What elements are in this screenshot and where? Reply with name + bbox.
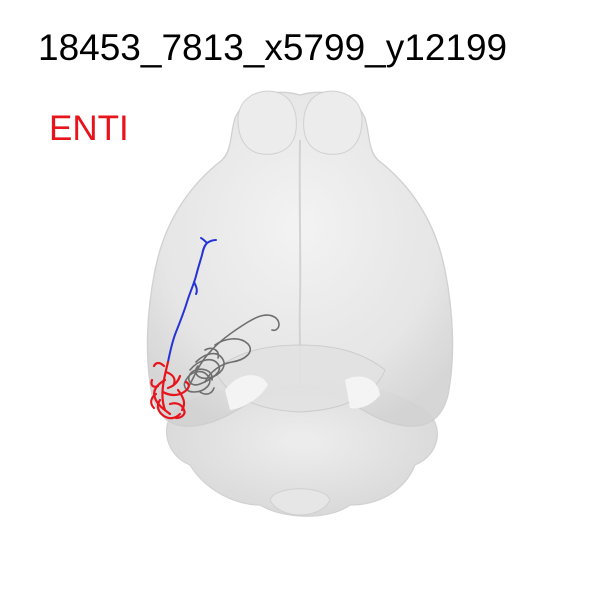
brainstem-shape	[269, 488, 331, 516]
red-branch-1	[153, 378, 172, 416]
neuron-blue-axon	[167, 237, 217, 363]
neuron-gray-arbor	[183, 314, 280, 395]
red-branch-7	[152, 361, 182, 390]
cerebellar-lobe-left	[225, 375, 268, 410]
gray-tangle-1	[188, 358, 221, 386]
gray-tangle-2	[194, 352, 225, 380]
red-branch-3	[156, 398, 182, 420]
gray-tangle-4	[199, 347, 220, 395]
blue-axon-main	[167, 242, 208, 363]
red-branch-5	[168, 402, 186, 420]
red-branch-2	[161, 380, 190, 397]
neuron-red-terminals	[150, 360, 190, 420]
red-branch-4	[150, 370, 176, 388]
brain-mesh	[146, 90, 454, 517]
figure-title: 18453_7813_x5799_y12199	[38, 27, 508, 68]
gray-tangle-3	[183, 370, 211, 393]
olfactory-bulb-right	[303, 90, 363, 155]
region-label: ENTI	[49, 109, 129, 148]
blue-axon-tip	[200, 237, 217, 244]
red-branch-6	[150, 388, 186, 412]
olfactory-bulb-left	[237, 90, 297, 155]
gray-branch-loop	[204, 338, 252, 383]
cerebellar-lobe-right	[345, 376, 380, 409]
red-stem	[161, 360, 170, 412]
blue-axon-side	[193, 281, 198, 295]
